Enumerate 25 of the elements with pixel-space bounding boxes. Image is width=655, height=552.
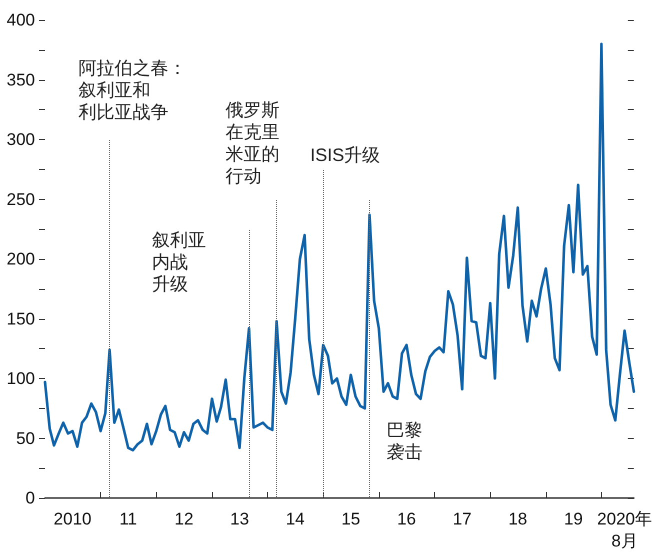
x-tick-label: 13 xyxy=(230,510,250,528)
x-tick-label: 16 xyxy=(397,510,416,528)
x-tick-label: 17 xyxy=(452,510,472,528)
x-tick-label: 11 xyxy=(119,510,138,528)
x-tick-label: 19 xyxy=(564,510,583,528)
y-tick-label: 300 xyxy=(6,130,35,149)
ref-line-label: 阿拉伯之春：叙利亚和利比亚战争 xyxy=(78,58,187,122)
y-tick-label: 350 xyxy=(6,70,35,90)
y-tick-label: 400 xyxy=(6,10,35,30)
x-tick-label: 2020年8月 xyxy=(597,510,652,550)
ref-line-label: 叙利亚内战升级 xyxy=(152,230,206,294)
x-tick-label: 18 xyxy=(508,510,528,528)
y-tick-label: 50 xyxy=(16,428,35,448)
y-tick-label: 200 xyxy=(6,250,35,268)
y-tick-label: 150 xyxy=(6,309,35,328)
x-tick-label: 12 xyxy=(174,510,194,528)
x-tick-label: 14 xyxy=(286,510,305,528)
ref-line-label: 巴黎袭击 xyxy=(386,420,423,462)
x-tick-label: 2010 xyxy=(54,510,92,528)
x-tick-label: 15 xyxy=(341,510,360,528)
ref-line-label: ISIS升级 xyxy=(310,145,380,165)
y-tick-label: 0 xyxy=(26,488,35,508)
y-tick-label: 250 xyxy=(6,190,35,209)
y-tick-label: 100 xyxy=(6,369,35,388)
ref-line-label: 俄罗斯在克里米亚的行动 xyxy=(226,100,280,186)
